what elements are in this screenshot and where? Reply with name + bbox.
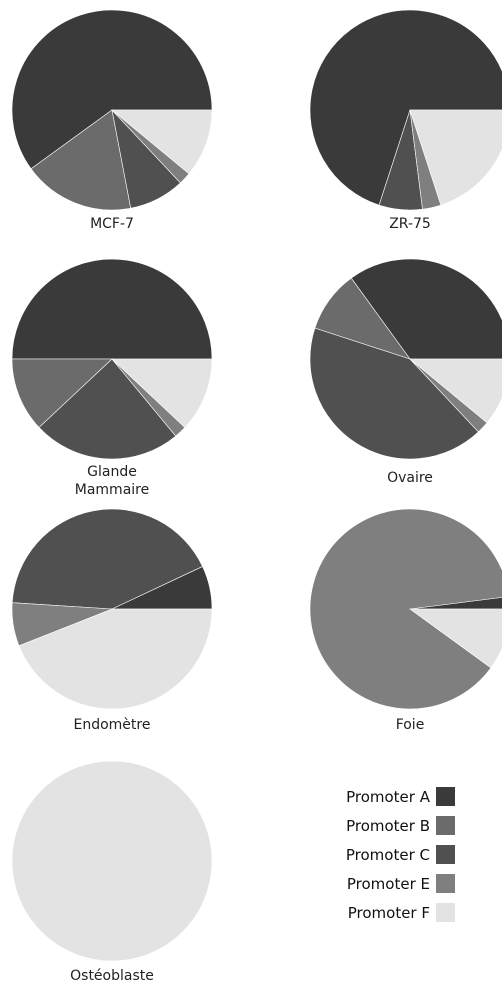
pie-label-glande-mammaire-line2: Mammaire	[75, 482, 149, 498]
slice-mcf-7-promoter-a	[11, 9, 213, 170]
pie-mcf-7: MCF-7	[11, 9, 213, 232]
slice-ovaire-promoter-c	[309, 327, 479, 460]
slice-zr-75-promoter-f	[409, 109, 502, 206]
slice-glande-mammaire-promoter-b	[11, 358, 113, 428]
pie-foie: Foie	[309, 508, 502, 733]
pie-label-glande-mammaire-line1: Glande	[87, 464, 137, 480]
slice-mcf-7-promoter-b	[30, 109, 132, 211]
pie-label-ovaire: Ovaire	[387, 470, 433, 486]
legend-label-promoter-c: Promoter C	[346, 846, 430, 864]
pie-zr-75: ZR-75	[309, 9, 502, 232]
slice-glande-mammaire-promoter-c	[38, 358, 177, 460]
legend-label-promoter-b: Promoter B	[346, 817, 430, 835]
slice-mcf-7-promoter-f	[111, 109, 213, 175]
pie-label-endometre: Endomètre	[74, 717, 151, 733]
legend: Promoter A Promoter B Promoter C Promoter E…	[346, 787, 455, 922]
pie-label-mcf-7: MCF-7	[90, 216, 134, 232]
slice-ovaire-promoter-f	[409, 358, 502, 424]
slice-foie-promoter-e	[309, 508, 502, 710]
pie-glande-mammaire: Glande Mammaire	[11, 258, 213, 498]
legend-swatch-promoter-a	[436, 787, 455, 806]
legend-item-promoter-c: Promoter C	[346, 845, 455, 864]
pie-label-osteoblaste: Ostéoblaste	[70, 968, 154, 984]
legend-swatch-promoter-e	[436, 874, 455, 893]
slice-glande-mammaire-promoter-f	[111, 358, 213, 428]
legend-label-promoter-f: Promoter F	[348, 904, 430, 922]
pie-label-foie: Foie	[396, 717, 425, 733]
pie-label-zr-75: ZR-75	[389, 216, 431, 232]
slice-osteoblaste-promoter-f	[11, 760, 213, 962]
legend-label-promoter-a: Promoter A	[346, 788, 431, 806]
slice-foie-promoter-f	[409, 608, 502, 669]
slice-glande-mammaire-promoter-a	[11, 258, 213, 360]
slice-endometre-promoter-c	[11, 508, 203, 610]
slice-endometre-promoter-f	[18, 608, 213, 710]
pie-ovaire: Ovaire	[309, 258, 502, 486]
pie-osteoblaste: Ostéoblaste	[11, 760, 213, 984]
legend-item-promoter-b: Promoter B	[346, 816, 455, 835]
slice-ovaire-promoter-a	[350, 258, 502, 360]
legend-item-promoter-f: Promoter F	[348, 903, 455, 922]
legend-swatch-promoter-b	[436, 816, 455, 835]
legend-item-promoter-a: Promoter A	[346, 787, 455, 806]
slice-zr-75-promoter-a	[309, 9, 502, 206]
legend-swatch-promoter-c	[436, 845, 455, 864]
pie-endometre: Endomètre	[11, 508, 213, 733]
legend-item-promoter-e: Promoter E	[347, 874, 455, 893]
legend-swatch-promoter-f	[436, 903, 455, 922]
legend-label-promoter-e: Promoter E	[347, 875, 430, 893]
